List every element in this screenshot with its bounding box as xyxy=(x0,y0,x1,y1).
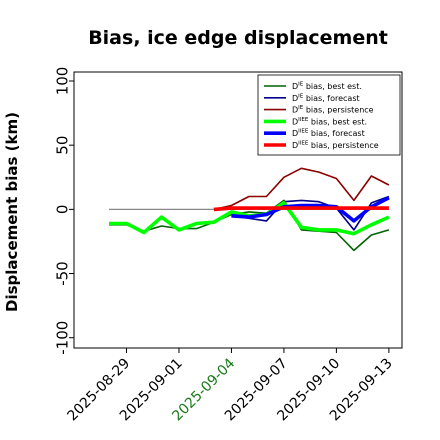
y-tick-label: 100 xyxy=(54,67,72,96)
series-line-3 xyxy=(213,167,390,211)
legend-entry: DIE bias, best est. xyxy=(292,82,362,92)
y-axis: -100 -50 0 50 100 xyxy=(54,67,74,355)
legend-entry: DIE bias, forecast xyxy=(292,93,360,103)
series-line-2 xyxy=(231,195,390,231)
y-axis-label: Displacement bias (km) xyxy=(3,112,21,312)
series-line-6 xyxy=(213,206,389,212)
plot-area-frame xyxy=(73,71,403,349)
chart-title: Bias, ice edge displacement xyxy=(88,27,388,49)
series-line-1 xyxy=(109,199,390,252)
legend: DIE bias, best est.DIE bias, forecast DIE… xyxy=(257,74,401,156)
legend-entry: DIIEE bias, persistence xyxy=(292,141,379,151)
y-tick-label: 50 xyxy=(54,136,72,155)
series-lines xyxy=(109,167,390,252)
legend-box xyxy=(257,74,401,156)
y-tick-label: -100 xyxy=(54,321,72,355)
legend-entry: DIIEE bias, best est. xyxy=(292,117,367,127)
legend-entry: DIIEE bias, forecast xyxy=(292,129,365,139)
y-tick-label: 0 xyxy=(54,205,72,215)
series-line-5 xyxy=(231,196,390,223)
legend-entry: DIE bias, persistence xyxy=(292,105,374,115)
y-tick-label: -50 xyxy=(54,261,72,286)
